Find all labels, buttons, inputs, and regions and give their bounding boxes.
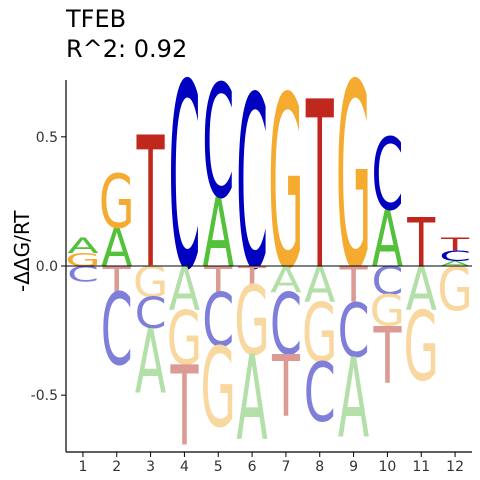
logo-letter-c-pos2-down: C [101, 273, 133, 389]
logo-letter-c-pos10-down: C [371, 260, 403, 305]
x-tick-label: 12 [446, 459, 464, 475]
logo-letter-c-pos5-down: C [202, 277, 234, 364]
logo-letter-g-pos8-down: G [302, 286, 337, 381]
x-tick-label: 1 [78, 459, 87, 475]
x-ticks: 1 2 3 4 5 6 7 8 9 10 11 12 [78, 452, 464, 475]
x-tick-label: 9 [349, 459, 358, 475]
logo-letter-g-pos6-down: G [234, 265, 269, 377]
y-tick-label: -0.5 [31, 388, 58, 404]
logo-letter-c-pos9-down: C [338, 288, 370, 375]
logo-letter-g-pos3-down: G [133, 259, 168, 308]
logo-letter-t-pos11-up: T [406, 204, 435, 282]
logo-letter-c-pos7-down: C [270, 277, 302, 375]
logo-letter-a-pos4-down: A [169, 254, 201, 325]
logo-letter-g-pos7-up: G [268, 48, 303, 323]
logo-letter-a-pos1-up: A [67, 234, 99, 258]
logo-letter-c-pos10-up: C [371, 118, 403, 234]
logo-letter-g-pos9-up: G [336, 31, 371, 327]
x-tick-label: 5 [214, 459, 223, 475]
logo-letter-c-pos8-down: C [304, 346, 336, 441]
logo-letter-a-pos5-up: A [203, 177, 234, 289]
logo-letter-g-pos1-up: G [65, 250, 100, 270]
chart-title: TFEB [66, 5, 127, 33]
logo-letter-g-pos5-down: G [201, 324, 236, 452]
logo-letter-g-pos10-down: G [370, 287, 405, 336]
x-tick-label: 6 [248, 459, 257, 475]
x-tick-label: 10 [379, 459, 397, 475]
logo-letter-c-pos12-up: C [439, 248, 471, 264]
x-tick-label: 8 [315, 459, 324, 475]
logo-letter-c-pos6-up: C [236, 48, 268, 323]
logo-letter-g-pos11-down: G [404, 290, 439, 402]
logo-letter-g-pos2-up: G [99, 159, 134, 246]
logo-letter-a-pos8-down: A [304, 258, 336, 315]
logo-letter-a-pos2-up: A [101, 217, 132, 279]
y-ticks: -0.5 0.0 0.5 [31, 130, 66, 404]
logo-letter-t-pos7-down: T [271, 339, 300, 437]
logo-letter-g-pos4-down: G [167, 296, 202, 383]
x-tick-label: 4 [180, 459, 189, 475]
logo-letter-c-pos3-down: C [135, 290, 167, 339]
logo-layer: GAC AGTCTGCACAGTACTCGCTGAGACTTAGCGTCAACCG… [65, 31, 473, 471]
logo-letter-t-pos8-up: T [305, 54, 333, 322]
logo-letter-t-pos3-up: T [136, 100, 165, 310]
chart-subtitle: R^2: 0.92 [66, 35, 188, 63]
logo-letter-a-pos10-up: A [372, 195, 404, 285]
logo-letter-c-pos5-up: C [202, 52, 234, 234]
logo-letter-g-pos12-down: G [437, 254, 472, 325]
logo-letter-c-pos4-up: C [168, 31, 200, 327]
y-tick-label: 0.5 [36, 130, 58, 146]
x-tick-label: 3 [146, 459, 155, 475]
logo-letter-t-pos9-down: T [339, 258, 369, 315]
logo-letter-a-pos12-up: A [439, 260, 471, 268]
x-tick-label: 2 [112, 459, 121, 475]
logo-letter-t-pos4-down: T [170, 342, 199, 470]
logo-letter-t-pos10-down: T [373, 312, 402, 402]
x-tick-label: 11 [412, 459, 430, 475]
logo-letter-c-pos1-down: C [67, 262, 99, 286]
logo-letter-a-pos9-down: A [338, 335, 369, 463]
logo-letter-a-pos6-down: A [236, 331, 267, 467]
logo-letter-a-pos11-down: A [406, 254, 438, 325]
logo-letter-t-pos12-up: T [440, 235, 470, 255]
y-tick-label: 0.0 [36, 259, 58, 275]
logo-letter-a-pos3-down: A [135, 311, 166, 414]
x-tick-label: 7 [281, 459, 290, 475]
